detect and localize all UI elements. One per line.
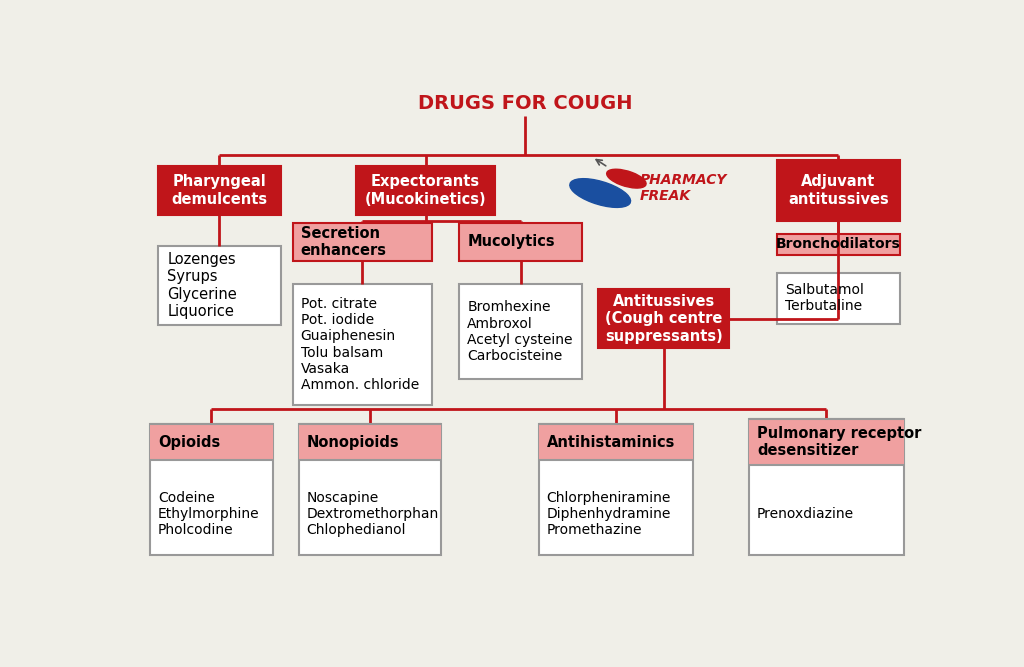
- Text: Salbutamol
Terbutaline: Salbutamol Terbutaline: [784, 283, 863, 313]
- Bar: [777, 273, 900, 324]
- Text: Antihistaminics: Antihistaminics: [547, 435, 675, 450]
- Bar: [293, 284, 431, 405]
- Text: Nonopioids: Nonopioids: [306, 435, 399, 450]
- Text: Prenoxdiazine: Prenoxdiazine: [757, 507, 854, 521]
- Ellipse shape: [606, 169, 646, 188]
- Text: Pharyngeal
demulcents: Pharyngeal demulcents: [171, 174, 267, 207]
- Text: Pulmonary receptor
desensitizer: Pulmonary receptor desensitizer: [757, 426, 922, 458]
- Bar: [150, 424, 272, 460]
- Bar: [777, 159, 900, 221]
- Bar: [460, 284, 583, 380]
- Text: Antitussives
(Cough centre
suppressants): Antitussives (Cough centre suppressants): [605, 294, 723, 344]
- Text: DRUGS FOR COUGH: DRUGS FOR COUGH: [418, 93, 632, 113]
- Text: Bronchodilators: Bronchodilators: [776, 237, 901, 251]
- Ellipse shape: [569, 179, 631, 207]
- Bar: [749, 419, 904, 555]
- Text: Pot. citrate
Pot. iodide
Guaiphenesin
Tolu balsam
Vasaka
Ammon. chloride: Pot. citrate Pot. iodide Guaiphenesin To…: [301, 297, 419, 392]
- Text: Adjuvant
antitussives: Adjuvant antitussives: [787, 174, 889, 207]
- Text: Codeine
Ethylmorphine
Pholcodine: Codeine Ethylmorphine Pholcodine: [158, 491, 259, 537]
- Bar: [158, 166, 281, 215]
- Bar: [777, 234, 900, 255]
- Bar: [293, 223, 431, 261]
- Bar: [356, 166, 495, 215]
- Bar: [598, 289, 729, 348]
- Text: PHARMACY: PHARMACY: [640, 173, 727, 187]
- Bar: [158, 245, 281, 325]
- Bar: [539, 424, 693, 555]
- Text: Bromhexine
Ambroxol
Acetyl cysteine
Carbocisteine: Bromhexine Ambroxol Acetyl cysteine Carb…: [467, 300, 572, 363]
- Bar: [539, 424, 693, 460]
- Text: Expectorants
(Mucokinetics): Expectorants (Mucokinetics): [365, 174, 486, 207]
- Text: Chlorpheniramine
Diphenhydramine
Promethazine: Chlorpheniramine Diphenhydramine Prometh…: [547, 491, 671, 537]
- Bar: [299, 424, 441, 460]
- Bar: [749, 419, 904, 466]
- Text: Opioids: Opioids: [158, 435, 220, 450]
- Text: FREAK: FREAK: [640, 189, 691, 203]
- Text: Lozenges
Syrups
Glycerine
Liquorice: Lozenges Syrups Glycerine Liquorice: [167, 252, 237, 319]
- Text: Noscapine
Dextromethorphan
Chlophedianol: Noscapine Dextromethorphan Chlophedianol: [306, 491, 439, 537]
- Bar: [299, 424, 441, 555]
- Text: Mucolytics: Mucolytics: [467, 234, 555, 249]
- Bar: [460, 223, 583, 261]
- Text: Secretion
enhancers: Secretion enhancers: [301, 225, 387, 258]
- Bar: [150, 424, 272, 555]
